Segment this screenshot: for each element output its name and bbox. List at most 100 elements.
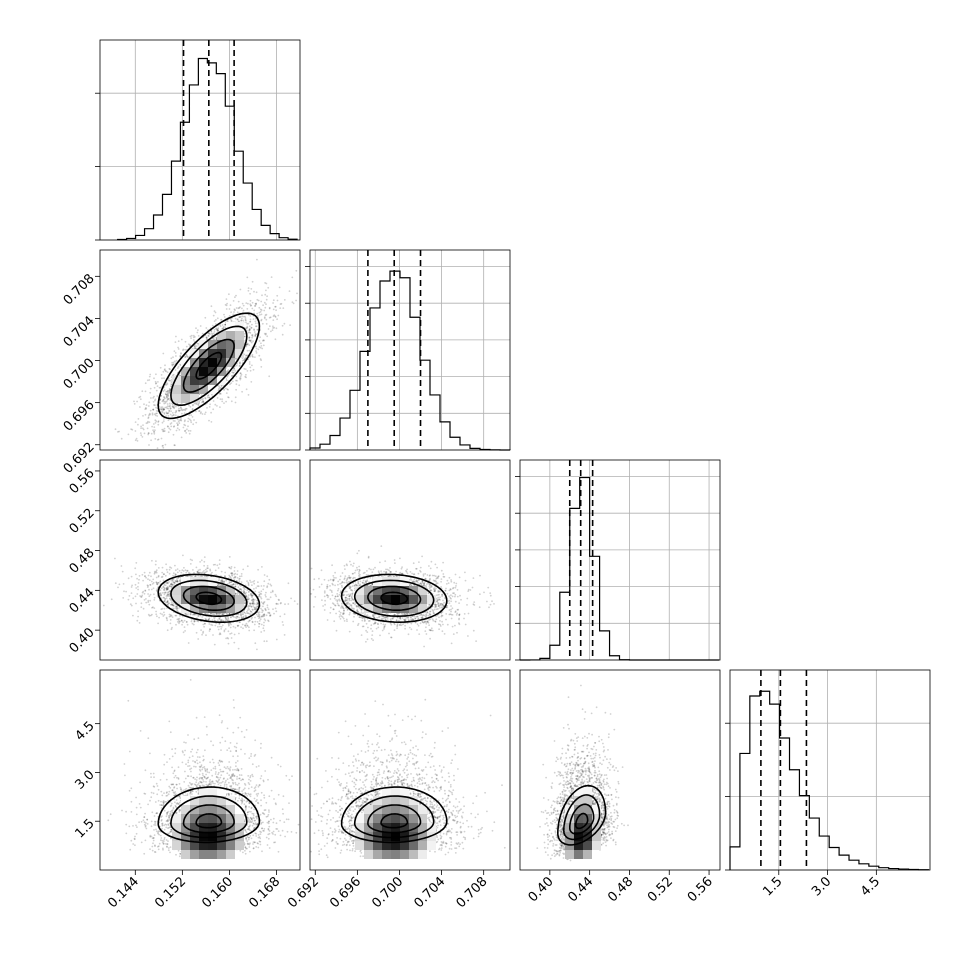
scatter-0-2-dot-427 [246, 610, 248, 613]
scatter-0-1-dot-291 [231, 371, 234, 374]
scatter-0-2-dot-625 [257, 595, 260, 598]
scatter-0-1-dot-1967 [265, 313, 268, 316]
scatter-0-1-dot-978 [247, 331, 250, 334]
scatter-0-1-dot-1930 [213, 338, 216, 341]
scatter-0-1-dot-742 [218, 385, 220, 388]
scatter-0-2-dot-91 [144, 589, 147, 592]
scatter-0-1-dot-778 [185, 353, 187, 356]
scatter-0-1-dot-1872 [152, 429, 154, 432]
scatter-0-1-dot-976 [245, 326, 248, 329]
scatter-0-2-dot-1013 [174, 582, 176, 584]
scatter-0-1-dot-1176 [155, 389, 158, 392]
scatter-0-1-dot-2521 [233, 368, 236, 371]
scatter-0-2-dot-1540 [223, 629, 226, 632]
scatter-0-1-dot-547 [165, 391, 167, 393]
scatter-0-2-dot-539 [219, 633, 222, 636]
scatter-0-2-dot-829 [235, 615, 238, 618]
scatter-0-1-dot-611 [134, 439, 137, 442]
scatter-0-1-dot-1279 [204, 411, 207, 414]
scatter-0-1-dot-1502 [291, 301, 294, 304]
scatter-0-1-dot-1283 [210, 332, 213, 335]
scatter-0-2-dot-1585 [148, 571, 151, 574]
scatter-0-1-dot-1273 [195, 410, 197, 413]
scatter-0-2-dot-2129 [222, 619, 224, 622]
scatter-0-1-dot-2433 [265, 282, 268, 285]
scatter-0-2-dot-1369 [252, 600, 254, 603]
scatter-0-2-dot-136 [208, 618, 210, 621]
scatter-0-1-dot-2102 [167, 398, 170, 401]
scatter-0-1-dot-1068 [174, 360, 176, 363]
scatter-0-1-dot-2585 [143, 432, 146, 435]
scatter-0-2-dot-1532 [132, 614, 134, 617]
scatter-0-1-dot-2270 [164, 402, 167, 404]
scatter-0-1-dot-1263 [239, 288, 242, 291]
scatter-0-1-dot-940 [235, 379, 237, 382]
scatter-0-2-dot-207 [218, 563, 221, 566]
scatter-0-1-dot-2520 [134, 430, 137, 432]
scatter-0-1-dot-1072 [246, 343, 249, 345]
scatter-0-2-dot-1866 [225, 612, 228, 615]
scatter-0-2-dot-1858 [240, 573, 243, 575]
scatter-0-1-dot-1857 [157, 421, 160, 423]
scatter-0-1-dot-2008 [163, 430, 166, 432]
scatter-0-2-dot-856 [215, 622, 218, 625]
scatter-0-2-dot-130 [176, 581, 179, 583]
scatter-0-2-dot-1938 [220, 612, 222, 615]
scatter-0-2-dot-1800 [233, 633, 236, 636]
scatter-0-2-dot-1007 [244, 624, 247, 627]
scatter-0-1-dot-353 [152, 423, 155, 425]
scatter-0-2-dot-2047 [177, 577, 179, 579]
scatter-0-1-dot-1796 [205, 336, 208, 339]
scatter-0-2-dot-1015 [260, 615, 263, 618]
scatter-0-2-dot-265 [175, 607, 177, 610]
scatter-0-2-dot-1478 [196, 570, 199, 573]
scatter-0-2-dot-1081 [186, 570, 188, 572]
scatter-0-1-dot-1905 [291, 276, 294, 279]
scatter-0-1-dot-1977 [152, 401, 155, 403]
scatter-0-1-dot-1926 [249, 321, 252, 323]
scatter-0-1-dot-1730 [252, 318, 255, 320]
scatter-0-1-dot-1140 [193, 344, 196, 347]
scatter-0-1-dot-632 [153, 377, 155, 380]
scatter-0-2-dot-737 [147, 585, 149, 587]
scatter-0-1-dot-679 [248, 336, 251, 339]
scatter-0-1-dot-1671 [207, 394, 210, 396]
scatter-0-1-dot-55 [249, 318, 252, 321]
scatter-0-1-dot-647 [260, 313, 263, 316]
scatter-0-2-dot-234 [171, 583, 174, 586]
scatter-0-2-dot-998 [156, 583, 159, 585]
scatter-0-1-dot-1201 [160, 408, 163, 410]
scatter-0-2-dot-1922 [236, 570, 239, 572]
scatter-0-2-dot-435 [162, 596, 165, 599]
scatter-0-2-dot-1036 [152, 578, 155, 581]
scatter-0-2-dot-1133 [260, 585, 263, 587]
scatter-0-1-dot-1861 [169, 413, 172, 416]
scatter-0-1-dot-1458 [230, 320, 233, 322]
scatter-0-1-dot-934 [215, 328, 217, 330]
scatter-0-2-dot-646 [156, 590, 158, 592]
scatter-0-2-dot-77 [206, 570, 208, 573]
scatter-0-1-dot-1105 [191, 416, 194, 418]
scatter-0-1-dot-2222 [216, 328, 218, 331]
scatter-0-1-dot-2108 [147, 432, 150, 435]
scatter-0-2-dot-613 [240, 575, 243, 577]
scatter-0-1-dot-1848 [148, 401, 151, 404]
scatter-0-2-dot-694 [199, 561, 201, 563]
scatter-0-1-dot-224 [226, 388, 229, 391]
scatter-0-1-dot-2141 [241, 390, 244, 393]
scatter-0-2-dot-1925 [257, 615, 260, 617]
scatter-0-2-dot-1354 [262, 601, 265, 604]
scatter-0-2-dot-2088 [268, 612, 271, 615]
scatter-0-2-dot-1577 [218, 617, 221, 620]
scatter-0-1-dot-1865 [279, 303, 282, 305]
scatter-0-2-dot-1863 [180, 571, 183, 574]
scatter-0-1-dot-2418 [166, 403, 169, 405]
scatter-0-1-dot-1588 [236, 311, 239, 314]
scatter-0-1-dot-360 [234, 401, 237, 404]
scatter-0-2-dot-400 [220, 570, 223, 573]
scatter-0-2-dot-728 [230, 581, 233, 584]
scatter-0-1-dot-2202 [250, 326, 253, 329]
scatter-0-2-dot-650 [236, 583, 239, 586]
scatter-0-2-dot-2237 [170, 601, 173, 603]
scatter-0-1-dot-1915 [166, 392, 169, 395]
